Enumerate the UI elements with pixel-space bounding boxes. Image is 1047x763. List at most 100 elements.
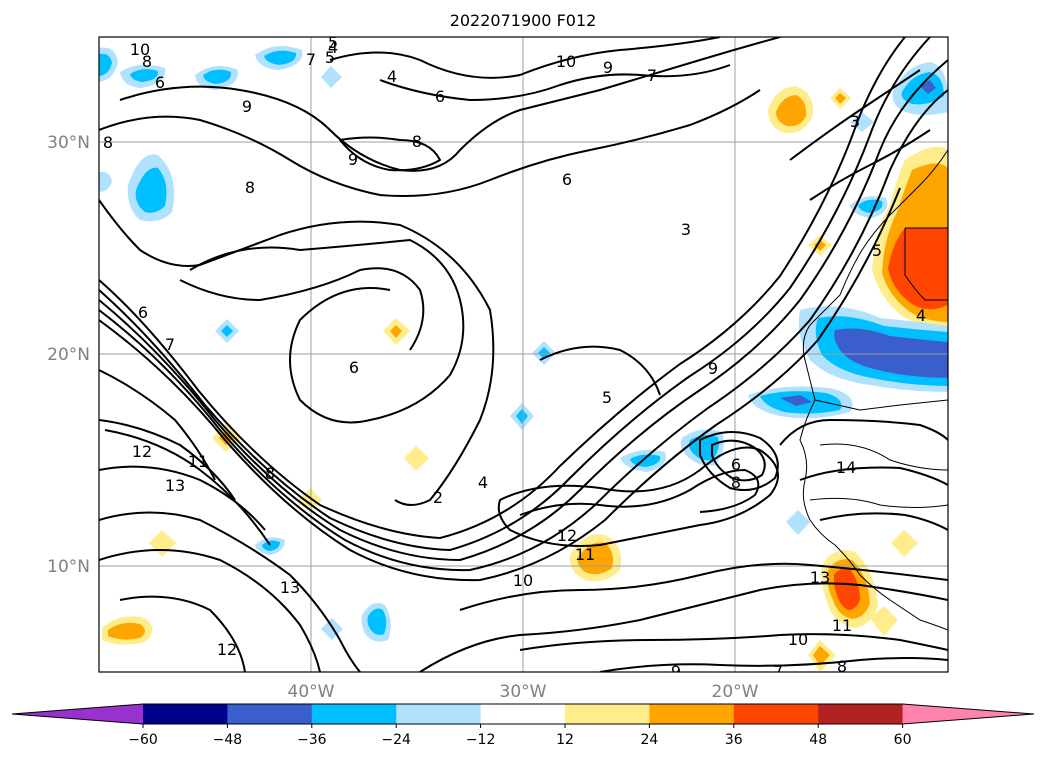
shade-cool-band-2-core <box>780 395 812 406</box>
contour-label: 7 <box>165 335 175 354</box>
colorbar: −60 −48 −36 −24 −12 12 24 36 48 60 <box>11 703 1035 748</box>
shade-warm-7 <box>891 530 918 557</box>
shade-east-cool-band-inner <box>834 328 948 378</box>
contour-line <box>459 562 948 611</box>
contour-label: 11 <box>188 452 208 471</box>
colorbar-extend-low <box>12 704 143 724</box>
shade-cool-10-core <box>367 608 387 635</box>
contour-label: 12 <box>557 526 577 545</box>
colorbar-segment <box>143 704 228 724</box>
colorbar-tick-label: 36 <box>725 732 743 748</box>
coastline-border-3 <box>814 399 948 411</box>
lat-label-20n: 20°N <box>47 345 90 365</box>
contour-line <box>99 549 321 672</box>
shade-cool-8-core <box>262 540 280 551</box>
contour-line <box>119 37 781 172</box>
contour-label: 8 <box>245 178 255 197</box>
contour-line <box>789 69 921 161</box>
contour-lines <box>99 37 948 672</box>
contour-label: 12 <box>217 640 237 659</box>
contour-label: 8 <box>731 473 741 492</box>
contour-label: 14 <box>836 458 856 477</box>
shade-warm-11 <box>870 606 898 636</box>
contour-line <box>99 419 236 501</box>
contour-label: 9 <box>708 359 718 378</box>
shade-warm-12-core <box>108 622 145 640</box>
contour-line <box>99 59 948 561</box>
contour-label: 12 <box>132 442 152 461</box>
contour-label: 8 <box>265 464 275 483</box>
lon-label-40w: 40°W <box>288 682 335 702</box>
shade-nw-cool-4-core <box>130 69 159 82</box>
shade-warm-10-core <box>813 646 830 666</box>
lat-label-10n: 10°N <box>47 557 90 577</box>
contour-label: 4 <box>387 67 397 86</box>
colorbar-segment <box>227 704 313 724</box>
contour-label: 11 <box>832 616 852 635</box>
contour-line <box>189 239 465 424</box>
shade-nw-cool-1-core <box>203 69 232 84</box>
contour-line <box>539 345 661 396</box>
contour-line <box>99 511 361 672</box>
contour-line <box>519 633 948 651</box>
shade-warm-2-core <box>390 325 402 338</box>
lat-lon-grid <box>99 37 948 672</box>
contour-label: 8 <box>103 133 113 152</box>
contour-label: 9 <box>603 58 613 77</box>
contour-line <box>99 187 901 582</box>
coastline-africa <box>799 149 948 631</box>
coastlines <box>799 149 948 631</box>
colorbar-tick-label: 60 <box>894 732 912 748</box>
contour-label: 10 <box>788 630 808 649</box>
contour-line <box>519 469 760 516</box>
colorbar-segment <box>649 704 735 724</box>
contour-line <box>329 37 721 79</box>
shade-nw-cool-3-core <box>99 53 112 76</box>
contour-label: 5 <box>325 48 335 67</box>
contour-label: 7 <box>773 662 783 681</box>
coastline-border-4 <box>819 443 948 471</box>
contour-line <box>497 446 779 547</box>
colorbar-tick-label: 48 <box>809 732 827 748</box>
contour-line <box>99 465 266 531</box>
contour-label: 10 <box>130 40 150 59</box>
map-frame <box>98 36 949 673</box>
shade-cool-5-core <box>221 325 233 337</box>
latitude-labels: 30°N 20°N 10°N <box>47 133 90 577</box>
shade-ne-cool-core <box>920 80 936 94</box>
shade-west-cool-inner <box>135 167 167 213</box>
shade-cool-11 <box>786 510 810 535</box>
contour-label: 4 <box>328 38 338 57</box>
longitude-labels: 40°W 30°W 20°W <box>288 682 759 702</box>
contour-label: 4 <box>478 473 488 492</box>
contour-label: 7 <box>647 66 657 85</box>
shade-nw-cool-2-core <box>264 50 297 65</box>
contour-label: 10 <box>513 571 533 590</box>
contour-line <box>99 199 495 506</box>
colorbar-segment <box>311 704 397 724</box>
contour-line <box>809 129 931 201</box>
contour-label: 3 <box>850 112 860 131</box>
shade-cool-7-core <box>516 409 528 424</box>
colorbar-tick-label: −36 <box>297 732 327 748</box>
contour-label: 13 <box>280 578 300 597</box>
contour-line <box>379 64 731 101</box>
contour-line <box>99 37 906 539</box>
contour-label: 9 <box>242 97 252 116</box>
lon-label-30w: 30°W <box>500 682 547 702</box>
contour-label: 4 <box>916 306 926 325</box>
shade-mid-warm-1-core <box>814 240 826 251</box>
contour-label: 11 <box>575 545 595 564</box>
coastline-border-2 <box>904 228 948 301</box>
contour-label: 8 <box>837 657 847 676</box>
colorbar-tick-label: 12 <box>556 732 574 748</box>
contour-line <box>599 657 948 672</box>
contour-label: 6 <box>349 358 359 377</box>
contour-line <box>179 267 425 351</box>
contour-line <box>99 89 761 197</box>
contour-label: 8 <box>142 52 152 71</box>
contour-label: 3 <box>681 220 691 239</box>
coastline-border-5 <box>809 497 948 508</box>
contour-label: 9 <box>671 662 681 681</box>
